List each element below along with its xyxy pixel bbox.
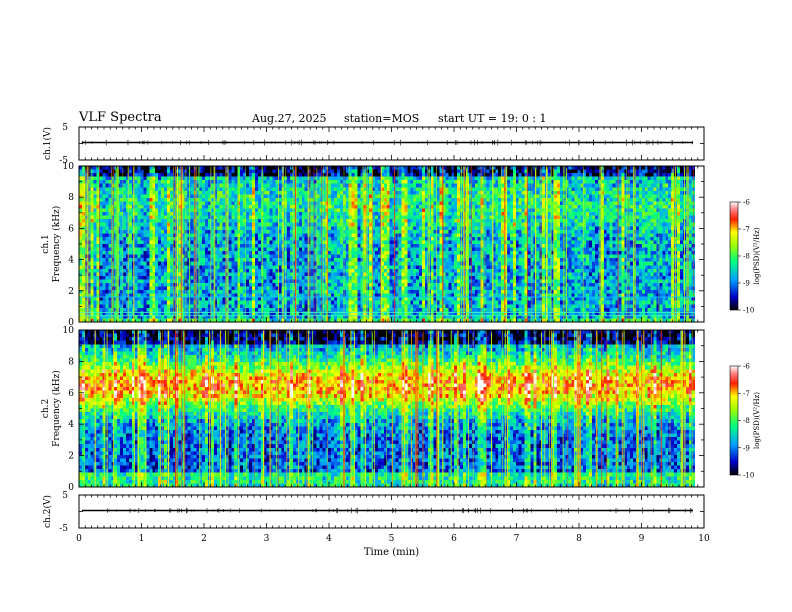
ch1-spectrogram-ytick-label: 4 (68, 256, 74, 266)
ch1-spectrogram-ytick-label: 6 (68, 224, 74, 234)
ch2-spectrogram-sferics (83, 330, 694, 487)
ch2-voltage-ytick-bottom: -5 (59, 524, 68, 534)
x-tick-label: 7 (514, 534, 520, 544)
x-tick-label: 2 (201, 534, 207, 544)
x-tick-label: 4 (326, 534, 332, 544)
ch2-spectrogram-yticks (79, 329, 704, 488)
ch2-spectrogram (79, 330, 695, 488)
ch1-spectrogram-yticks (79, 165, 704, 323)
station-label: station=MOS (344, 112, 420, 125)
ch1-voltage-xticks (78, 127, 705, 160)
ch1-voltage-ytick-top: 5 (62, 123, 68, 133)
ch1-spectrogram-colorbar-tick-label: -9 (743, 280, 750, 288)
x-tick-label: 1 (139, 534, 145, 544)
x-tick-label: 5 (389, 534, 395, 544)
ch1-spectrogram-ytick-label: 0 (68, 318, 74, 328)
ch1-spectrogram-cells (79, 166, 695, 323)
chart-title: VLF Spectra (79, 110, 162, 125)
x-tick-label: 6 (451, 534, 457, 544)
start-time-label: start UT = 19: 0 : 1 (438, 112, 547, 125)
ch2-voltage-xticks (78, 495, 705, 528)
ch1-spectrogram-ytick-label: 8 (68, 193, 74, 203)
ch2-voltage-yticks (79, 494, 704, 529)
x-tick-label: 3 (264, 534, 270, 544)
ch1-spectrogram-sferics (82, 166, 694, 322)
ch2-spectrogram-colorbar-label: log(PSD)(V²/Hz) (753, 392, 761, 449)
ch1-spectrogram (79, 166, 695, 323)
ch2-voltage-ytick-top: 5 (62, 491, 68, 501)
ch1-spectrogram-colorbar-tick-label: -10 (743, 307, 754, 315)
ch1-spectrogram-colorbar (729, 201, 739, 311)
ch2-spectrogram-ytick-label: 0 (68, 483, 74, 493)
ch2-spectrogram-colorbar-tick-label: -7 (743, 390, 750, 398)
ch1-voltage-yticks (79, 126, 704, 161)
ch1-spectrogram-ytick-label: 2 (68, 287, 74, 297)
ch2-spectrogram-ytick-label: 10 (63, 326, 75, 336)
ch1-spectrogram-colorbar-label: log(PSD)(V²/Hz) (753, 227, 761, 284)
ch2-spectrogram-ytick-label: 4 (68, 420, 74, 430)
ch2-spectrogram-colorbar-tick-label: -9 (743, 444, 750, 452)
ch1-spectrogram-ylabel-channel: ch.1 (41, 234, 51, 253)
ch1-spectrogram-ytick-label: 10 (63, 162, 75, 172)
ch2-voltage-trace (82, 507, 693, 514)
ch1-voltage-ytick-bottom: -5 (59, 156, 68, 166)
x-tick-label: 9 (639, 534, 645, 544)
ch2-spectrogram-colorbar-tick-label: -8 (743, 417, 750, 425)
ch1-spectrogram-ylabel-frequency: Frequency (kHz) (51, 206, 62, 283)
date-label: Aug.27, 2025 (252, 112, 327, 125)
x-axis-label: Time (min) (364, 547, 419, 558)
ch2-spectrogram-ytick-label: 2 (68, 452, 74, 462)
x-tick-label: 10 (698, 534, 710, 544)
ch2-spectrogram-colorbar (729, 365, 739, 476)
x-tick-label: 8 (576, 534, 582, 544)
ch2-spectrogram-colorbar-tick-label: -6 (743, 363, 750, 371)
ch2-spectrogram-ylabel-frequency: Frequency (kHz) (51, 370, 62, 447)
ch1-spectrogram-colorbar-tick-label: -7 (743, 226, 750, 234)
ch2-voltage-ylabel: ch.2(V) (42, 495, 53, 528)
x-tick-label: 0 (76, 534, 82, 544)
ch2-spectrogram-xticks (78, 330, 705, 487)
ch2-spectrogram-cells (79, 330, 695, 488)
ch1-voltage-ylabel: ch.1(V) (42, 127, 53, 160)
ch2-spectrogram-ytick-label: 8 (68, 357, 74, 367)
ch1-spectrogram-colorbar-tick-label: -6 (743, 199, 750, 207)
ch2-spectrogram-ylabel-channel: ch.2 (41, 399, 51, 418)
ch1-voltage-trace (81, 139, 693, 146)
ch1-spectrogram-xticks (78, 166, 705, 322)
ch2-spectrogram-colorbar-tick-label: -10 (743, 472, 754, 480)
ch2-spectrogram-ytick-label: 6 (68, 389, 74, 399)
ch1-spectrogram-colorbar-tick-label: -8 (743, 253, 750, 261)
